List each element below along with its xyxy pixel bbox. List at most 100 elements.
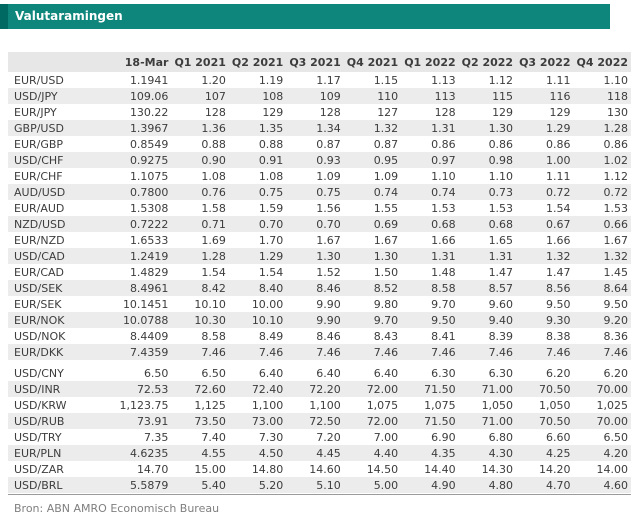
value-cell: 0.70 xyxy=(286,216,344,232)
currency-pair-label: EUR/USD xyxy=(14,73,64,87)
value-cell: 1,100 xyxy=(309,398,341,412)
currency-pair-label: NZD/USD xyxy=(8,216,114,232)
value-cell: 1.12 xyxy=(488,73,514,87)
value-cell: 1.66 xyxy=(546,233,571,247)
value-cell: 1.32 xyxy=(516,248,574,264)
value-cell: 6.90 xyxy=(431,430,456,444)
currency-pair-label: USD/BRL xyxy=(8,477,114,493)
source-note: Bron: ABN AMRO Economisch Bureau xyxy=(14,502,220,515)
table-row: EUR/DKK 7.4359 7.46 7.46 7.46 7.46 7.46 7.46 7.4… xyxy=(8,344,631,360)
value-cell: 1.1941 xyxy=(129,73,169,87)
currency-pair-label: EUR/SEK xyxy=(14,297,62,311)
value-cell: 0.87 xyxy=(373,137,399,151)
value-cell: 1.31 xyxy=(458,248,517,264)
value-cell: 6.50 xyxy=(201,366,226,380)
value-cell: 0.90 xyxy=(171,152,229,168)
value-cell: 1,123.75 xyxy=(119,398,169,412)
value-cell: 128 xyxy=(434,105,456,119)
value-cell: 1.35 xyxy=(228,120,287,136)
value-cell: 10.1451 xyxy=(122,297,169,311)
corner-cell xyxy=(8,52,114,72)
value-cell: 1.00 xyxy=(516,152,574,168)
value-cell: 1.08 xyxy=(201,169,226,183)
value-cell: 0.97 xyxy=(401,152,459,168)
currency-pair-label: EUR/PLN xyxy=(8,445,114,461)
value-cell: 8.64 xyxy=(573,280,631,296)
value-cell: 7.20 xyxy=(316,430,341,444)
value-cell: 0.76 xyxy=(171,184,229,200)
value-cell: 71.50 xyxy=(401,413,459,429)
currency-pair-label: EUR/DKK xyxy=(8,344,114,360)
value-cell: 1.59 xyxy=(258,201,284,215)
value-cell: 73.91 xyxy=(114,413,172,429)
value-cell: 1.20 xyxy=(201,73,226,87)
value-cell: 7.46 xyxy=(286,344,344,360)
value-cell: 1.15 xyxy=(373,73,399,87)
value-cell: 6.30 xyxy=(488,366,514,380)
value-cell: 8.36 xyxy=(603,329,629,343)
value-cell: 7.46 xyxy=(343,344,402,360)
table-row: EUR/GBP 0.8549 0.88 0.88 0.87 0.87 0.86 0.86 0.8… xyxy=(8,136,631,152)
value-cell: 6.50 xyxy=(603,430,629,444)
value-cell: 0.66 xyxy=(573,216,631,232)
value-cell: 1.2419 xyxy=(114,248,172,264)
value-cell: 1.10 xyxy=(431,169,456,183)
table-row: EUR/SEK 10.1451 10.10 10.00 9.90 9.80 9.70 9.60… xyxy=(8,296,631,312)
table-row: USD/ZAR 14.70 15.00 14.80 14.60 14.50 14.40 14.… xyxy=(8,461,631,477)
value-cell: 8.58 xyxy=(201,329,226,343)
value-cell: 1.10 xyxy=(603,73,629,87)
value-cell: 1.69 xyxy=(201,233,226,247)
currency-pair-label: EUR/NZD xyxy=(14,233,65,247)
value-cell: 1.30 xyxy=(286,248,344,264)
value-cell: 7.46 xyxy=(573,344,631,360)
value-cell: 1.54 xyxy=(546,201,571,215)
value-cell: 6.50 xyxy=(143,366,169,380)
value-cell: 1.1075 xyxy=(129,169,169,183)
value-cell: 8.39 xyxy=(488,329,514,343)
value-cell: 107 xyxy=(171,88,229,104)
value-cell: 73.50 xyxy=(171,413,229,429)
currency-pair-label: USD/CNY xyxy=(14,366,64,380)
value-cell: 4.80 xyxy=(458,477,517,493)
value-cell: 0.88 xyxy=(258,137,284,151)
value-cell: 10.30 xyxy=(171,312,229,328)
value-cell: 9.80 xyxy=(373,297,399,311)
value-cell: 1.67 xyxy=(603,233,629,247)
value-cell: 7.46 xyxy=(516,344,574,360)
value-cell: 0.87 xyxy=(316,137,341,151)
value-cell: 1.02 xyxy=(573,152,631,168)
value-cell: 10.10 xyxy=(194,297,226,311)
value-cell: 1.32 xyxy=(573,248,631,264)
value-cell: 130.22 xyxy=(129,105,169,119)
value-cell: 1.31 xyxy=(401,248,459,264)
value-cell: 1.6533 xyxy=(129,233,169,247)
value-cell: 1.47 xyxy=(488,265,514,279)
value-cell: 14.30 xyxy=(481,462,514,476)
value-cell: 72.53 xyxy=(114,381,172,397)
table-row: USD/TRY 7.35 7.40 7.30 7.20 7.00 6.90 6.80 6.60 6… xyxy=(8,429,631,445)
value-cell: 118 xyxy=(573,88,631,104)
value-cell: 8.46 xyxy=(316,329,341,343)
value-cell: 0.7222 xyxy=(114,216,172,232)
value-cell: 1.56 xyxy=(316,201,341,215)
value-cell: 9.90 xyxy=(316,297,341,311)
value-cell: 4.55 xyxy=(171,445,229,461)
table-row: USD/RUB 73.91 73.50 73.00 72.50 72.00 71.50 71.… xyxy=(8,413,631,429)
table-row: USD/KRW 1,123.75 1,125 1,100 1,100 1,075 1,075… xyxy=(8,397,631,413)
value-cell: 1,075 xyxy=(366,398,399,412)
value-cell: 5.5879 xyxy=(114,477,172,493)
value-cell: 0.70 xyxy=(228,216,287,232)
value-cell: 6.40 xyxy=(316,366,341,380)
value-cell: 0.88 xyxy=(201,137,226,151)
table-row: EUR/AUD 1.5308 1.58 1.59 1.56 1.55 1.53 1.53 1.5… xyxy=(8,200,631,216)
value-cell: 1,100 xyxy=(251,398,284,412)
value-cell: 129 xyxy=(549,105,571,119)
value-cell: 1.58 xyxy=(201,201,226,215)
value-cell: 14.80 xyxy=(251,462,284,476)
value-cell: 4.30 xyxy=(458,445,517,461)
value-cell: 1.17 xyxy=(316,73,341,87)
table-row: NZD/USD 0.7222 0.71 0.70 0.70 0.69 0.68 0.68 0.6… xyxy=(8,216,631,232)
value-cell: 1.30 xyxy=(343,248,402,264)
value-cell: 1.54 xyxy=(258,265,284,279)
value-cell: 0.69 xyxy=(343,216,402,232)
